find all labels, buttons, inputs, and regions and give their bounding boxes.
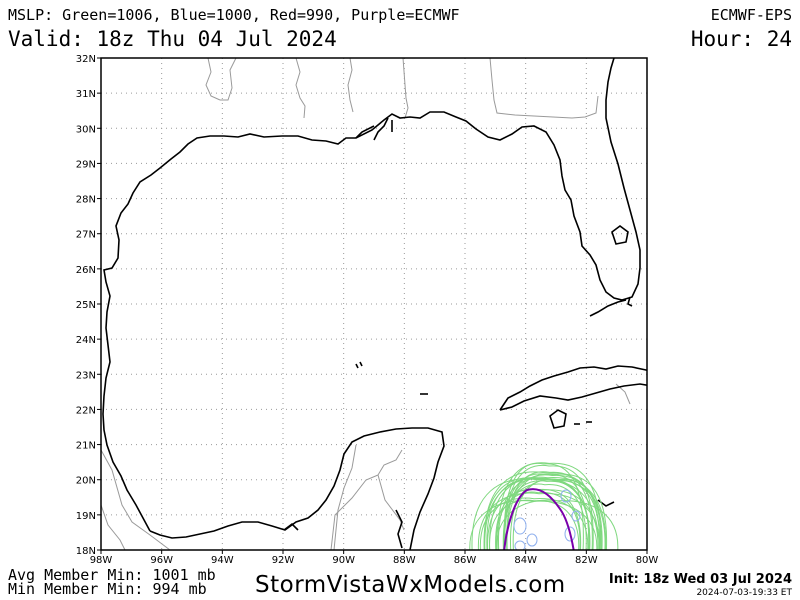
ensemble-1000-contour	[513, 517, 527, 535]
lat-label: 23N	[76, 370, 96, 381]
lon-label: 80W	[636, 555, 659, 566]
lat-label: 29N	[76, 159, 96, 170]
map-title: MSLP: Green=1006, Blue=1000, Red=990, Pu…	[8, 6, 460, 24]
lat-label: 21N	[76, 441, 96, 452]
lat-label: 31N	[76, 89, 96, 100]
ensemble-1000-contour	[514, 540, 526, 550]
ecmwf-contour	[503, 488, 575, 550]
ensemble-1000-contour	[564, 526, 576, 542]
ensemble-1000mb-contours	[513, 489, 581, 550]
lat-label: 19N	[76, 511, 96, 522]
lon-label: 84W	[514, 555, 537, 566]
lon-label: 98W	[90, 555, 113, 566]
ensemble-1006-contour	[489, 476, 607, 550]
ensemble-1006-contour	[495, 491, 581, 550]
lon-label: 86W	[454, 555, 477, 566]
render-timestamp: 2024-07-03-19:33 ET	[696, 588, 792, 598]
ensemble-1000-contour	[560, 489, 572, 503]
lon-label: 94W	[211, 555, 234, 566]
init-time: Init: 18z Wed 03 Jul 2024	[608, 572, 792, 587]
lon-label: 92W	[272, 555, 295, 566]
lat-label: 28N	[76, 195, 96, 206]
model-name: ECMWF-EPS	[710, 6, 792, 24]
lon-label: 90W	[332, 555, 355, 566]
ensemble-1000-contour	[571, 510, 581, 522]
lat-label: 26N	[76, 265, 96, 276]
forecast-hour: Hour: 24	[690, 27, 792, 51]
valid-time: Valid: 18z Thu 04 Jul 2024	[8, 27, 337, 51]
ensemble-1006-contour	[504, 464, 594, 550]
ensemble-1006mb-contours	[469, 462, 619, 550]
lat-lon-grid	[101, 58, 647, 550]
lat-label: 27N	[76, 230, 96, 241]
lon-label: 96W	[150, 555, 173, 566]
lat-label: 25N	[76, 300, 96, 311]
lat-label: 24N	[76, 335, 96, 346]
ensemble-1006-contour	[504, 474, 601, 550]
longitude-labels: 98W 96W 94W 92W 90W 88W 86W 84W 82W 80W	[90, 550, 659, 566]
political-borders	[101, 58, 631, 550]
ensemble-1006-contour	[498, 478, 590, 550]
ensemble-1006-contour	[496, 499, 619, 550]
lat-label: 30N	[76, 124, 96, 135]
lat-label: 18N	[76, 546, 96, 557]
ensemble-1006-contour	[478, 492, 601, 550]
lon-label: 82W	[575, 555, 598, 566]
avg-member-min: Avg Member Min: 1001 mb	[8, 566, 216, 584]
coastlines	[102, 58, 647, 550]
lat-label: 32N	[76, 54, 96, 65]
lat-label: 22N	[76, 405, 96, 416]
min-member-min: Min Member Min: 994 mb	[8, 580, 207, 598]
ensemble-1006-contour	[471, 478, 599, 550]
latitude-labels: 32N 31N 30N 29N 28N 27N 26N 25N 24N 23N 22N 21N 20N 1…	[76, 54, 101, 557]
ensemble-1006-contour	[506, 473, 608, 550]
ensemble-1000-contour	[526, 533, 538, 547]
ensemble-1006-contour	[483, 471, 602, 550]
ensemble-1006-contour	[506, 471, 593, 550]
lat-label: 20N	[76, 476, 96, 487]
lon-label: 88W	[393, 555, 416, 566]
brand-label: StormVistaWxModels.com	[255, 572, 566, 598]
